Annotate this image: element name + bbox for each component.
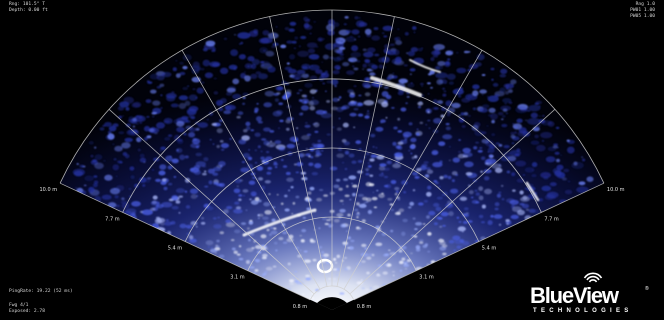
ping-status-readout: PingRate: 19.22 (52 ms) Fwg 4/1 Exposed:… (9, 289, 73, 315)
bearing-line (336, 16, 395, 287)
fwg-readout: Fwg 4/1 (9, 303, 29, 308)
bearing-line (181, 49, 321, 290)
echo-highlight (525, 181, 540, 202)
brand-tagline: TECHNOLOGIES (533, 308, 633, 314)
range-label-left: 5.4 m (168, 246, 183, 252)
range-label-right: 7.7 m (544, 216, 559, 222)
range-label-left: 3.1 m (230, 275, 245, 281)
echo-highlight (409, 59, 441, 73)
range-label-right: 3.1 m (419, 275, 434, 281)
bearing-line (349, 109, 556, 295)
range-ring (59, 9, 605, 184)
ping-rate-readout: PingRate: 19.22 (52 ms) (9, 289, 73, 294)
registered-mark: ® (645, 286, 649, 292)
pw05-readout: PW05 1.00 (630, 14, 655, 19)
range-label-left: 7.7 m (105, 216, 120, 222)
exposure-readout: Exposed: 2.78 (9, 309, 45, 314)
range-label-left: 0.8 m (293, 304, 308, 310)
bearing-line (269, 16, 328, 287)
range-label-right: 10.0 m (607, 187, 625, 193)
brand-name: BlueView (530, 283, 619, 308)
echo-highlight (242, 208, 317, 237)
range-label-left: 10.0 m (40, 187, 58, 193)
bearing-line (108, 109, 315, 295)
depth-readout: Depth: 0.00 ft (9, 8, 48, 13)
range-gain-readout: Rng 1.0 (635, 2, 655, 7)
heading-readout: Rng: 101.5° T (9, 2, 45, 7)
echo-speckle (72, 16, 594, 310)
range-label-right: 5.4 m (482, 246, 497, 252)
bearing-line (59, 182, 311, 301)
pw01-readout: PW01 1.00 (630, 8, 655, 13)
echo-highlight (370, 76, 422, 97)
heading-depth-readout: Rng: 101.5° T Depth: 0.00 ft (9, 2, 48, 14)
range-labels: 10.0 m 7.7 m 5.4 m 3.1 m 0.8 m 10.0 m 7.7 m 5.4… (40, 187, 625, 310)
bearing-line (343, 49, 483, 290)
range-grid (59, 9, 605, 301)
gain-readout: Rng 1.0 PW01 1.00 PW05 1.00 (630, 2, 655, 20)
range-label-right: 0.8 m (357, 304, 372, 310)
blueview-logo: BlueView ® TECHNOLOGIES (525, 272, 657, 316)
bearing-line (353, 182, 605, 301)
sonar-wave-icon (583, 272, 603, 283)
